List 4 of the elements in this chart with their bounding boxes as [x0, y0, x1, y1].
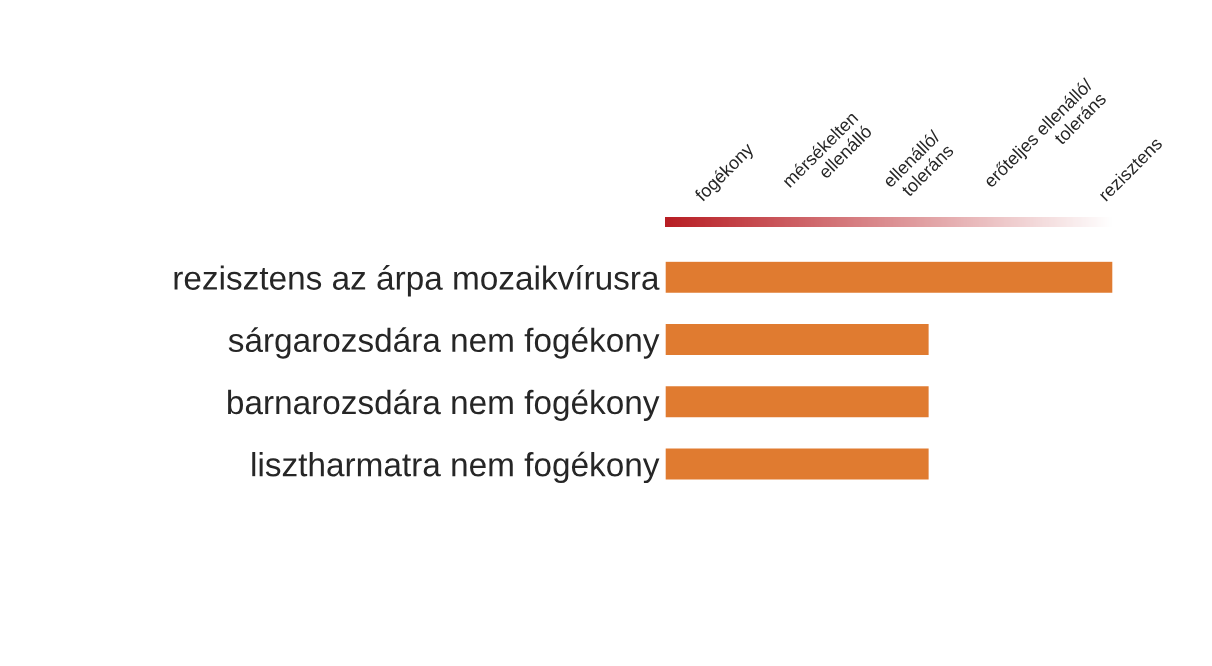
y-tick-label: rezisztens az árpa mozaikvírusra — [174, 265, 660, 297]
y-tick-label: barnarozsdára nem fogékony — [228, 389, 660, 421]
y-tick-label: lisztharmatra nem fogékony — [252, 451, 660, 484]
y-tick-label: sárgarozsdára nem fogékony — [228, 327, 660, 359]
